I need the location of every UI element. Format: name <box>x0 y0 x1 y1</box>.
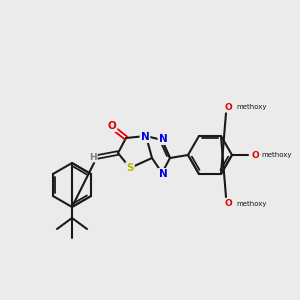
Text: O: O <box>224 103 232 112</box>
Text: N: N <box>141 132 149 142</box>
Text: O: O <box>108 121 116 131</box>
Text: O: O <box>251 151 259 160</box>
Text: methoxy: methoxy <box>261 152 292 158</box>
Text: O: O <box>224 200 232 208</box>
Text: S: S <box>126 163 134 173</box>
Text: N: N <box>159 134 167 144</box>
Text: methoxy: methoxy <box>236 104 266 110</box>
Text: H: H <box>89 152 97 161</box>
Text: methoxy: methoxy <box>236 201 266 207</box>
Text: N: N <box>159 169 167 179</box>
